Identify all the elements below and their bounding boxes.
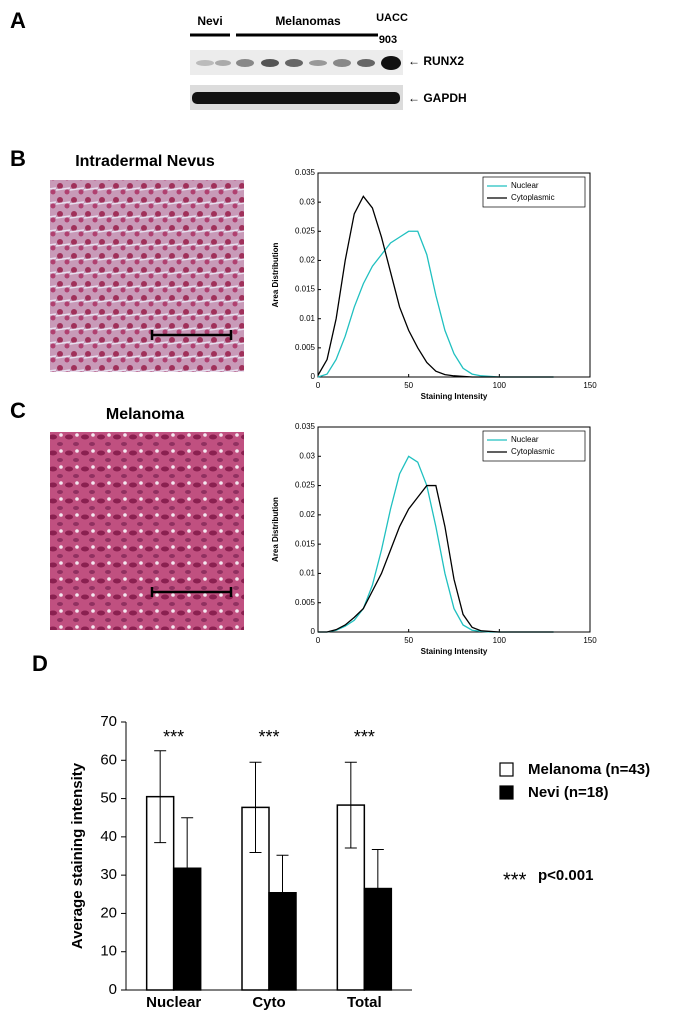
error-bar (276, 854, 289, 931)
legend-label: Cytoplasmic (511, 447, 555, 456)
series-line (318, 455, 554, 633)
x-tick-label: Total (347, 994, 382, 1011)
histology-image (50, 432, 244, 630)
y-tick-label: 0.005 (295, 343, 316, 352)
y-tick-label: 30 (100, 866, 117, 883)
error-bar (371, 848, 384, 929)
panel-letter: D (32, 651, 48, 676)
x-tick-label: Nuclear (146, 994, 201, 1011)
panel-title: Melanoma (106, 406, 184, 423)
series-line (317, 195, 554, 378)
panel-title: Intradermal Nevus (75, 153, 215, 170)
significance-label: p<0.001 (538, 867, 593, 884)
y-tick-label: 0.005 (295, 598, 316, 607)
x-tick-label: 150 (583, 636, 597, 645)
y-axis-label: Area Distribution (271, 242, 280, 307)
y-tick-label: 0.02 (299, 256, 315, 265)
cell-line: UACC (376, 12, 408, 24)
x-tick-label: Cyto (252, 994, 285, 1011)
y-tick-label: 20 (100, 904, 117, 921)
y-tick-label: 0.015 (295, 285, 316, 294)
legend-box (482, 430, 586, 462)
scale-bar (150, 587, 233, 597)
histology-image (50, 180, 244, 372)
y-tick-label: 70 (100, 713, 117, 730)
series-line (317, 230, 554, 378)
x-tick-label: 100 (493, 636, 507, 645)
legend-label: Nuclear (511, 435, 539, 444)
y-tick-label: 10 (100, 943, 117, 960)
y-tick-label: 0.03 (299, 451, 315, 460)
legend-box (482, 176, 586, 208)
legend-label: Nevi (n=18) (528, 784, 608, 801)
y-tick-label: 0.01 (299, 569, 315, 578)
y-tick-label: 60 (100, 751, 117, 768)
panel-letter: C (10, 398, 26, 423)
plot-frame (317, 426, 591, 633)
y-tick-label: 0.025 (295, 481, 316, 490)
y-tick-label: 50 (100, 790, 117, 807)
plot-frame (317, 172, 591, 378)
legend-label: Cytoplasmic (511, 193, 555, 202)
blot-strip (190, 50, 403, 110)
y-tick-label: 0.035 (295, 422, 316, 431)
x-tick-label: 50 (404, 636, 413, 645)
cell-line: 903 (379, 34, 397, 46)
band-label: ← RUNX2 (408, 54, 464, 68)
y-axis-label: Area Distribution (271, 497, 280, 562)
y-tick-label: 0.03 (299, 197, 315, 206)
panel-letter: B (10, 146, 26, 171)
annotation: *** (354, 727, 375, 747)
legend-swatch (499, 785, 514, 800)
series-line (318, 484, 554, 633)
x-tick-label: 150 (583, 381, 597, 390)
y-axis-label: Average staining intensity (69, 762, 86, 949)
x-axis-label: Staining Intensity (421, 647, 488, 656)
x-tick-label: 50 (404, 381, 413, 390)
error-bar (181, 817, 194, 920)
y-tick-label: 0 (311, 627, 316, 636)
x-axis-label: Staining Intensity (421, 392, 488, 401)
error-bar (249, 761, 262, 854)
legend-label: Melanoma (n=43) (528, 761, 650, 778)
y-tick-label: 0.01 (299, 314, 315, 323)
blot-group: Melanomas (275, 14, 341, 28)
band-label: ← GAPDH (408, 91, 467, 105)
y-tick-label: 0.025 (295, 226, 316, 235)
y-tick-label: 0.015 (295, 539, 316, 548)
legend-swatch (499, 762, 514, 777)
y-tick-label: 0.035 (295, 168, 316, 177)
legend-label: Nuclear (511, 181, 539, 190)
annotation: *** (163, 727, 184, 747)
annotation: *** (258, 727, 279, 747)
y-tick-label: 0 (311, 372, 316, 381)
error-bar (344, 761, 357, 849)
blot-group: Nevi (197, 14, 222, 28)
x-tick-label: 0 (316, 636, 321, 645)
x-tick-label: 0 (316, 381, 321, 390)
y-tick-label: 0.02 (299, 510, 315, 519)
significance-marker: *** (503, 869, 527, 891)
y-tick-label: 0 (109, 981, 117, 998)
scale-bar (150, 330, 233, 340)
x-tick-label: 100 (493, 381, 507, 390)
y-tick-label: 40 (100, 828, 117, 845)
panel-letter: A (10, 8, 26, 33)
error-bar (154, 750, 167, 844)
